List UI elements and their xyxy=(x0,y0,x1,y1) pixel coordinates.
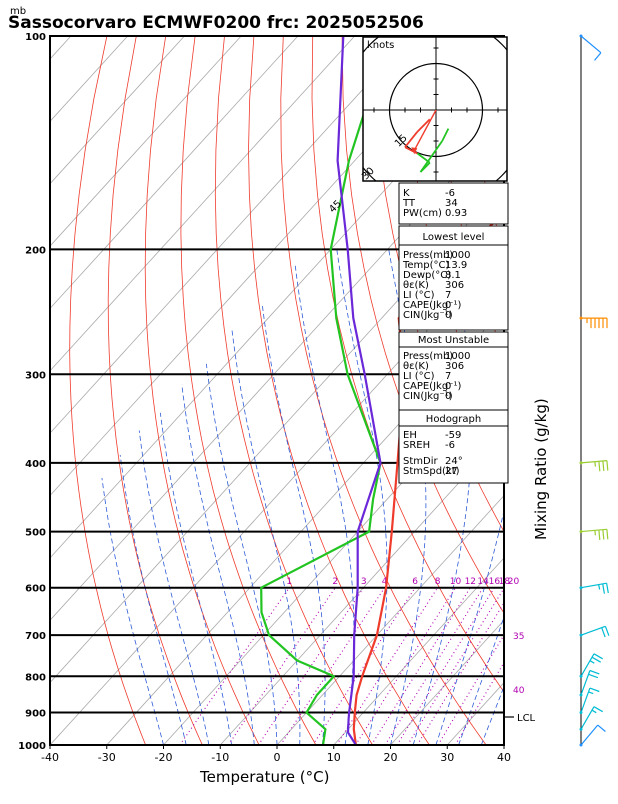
most-unstable-row-value: 0 xyxy=(445,391,451,402)
mixing-ratio-label: 20 xyxy=(508,577,520,587)
wind-barb-base xyxy=(580,530,583,533)
mixing-ratio-label: 3 xyxy=(361,577,367,587)
x-tick-label: -40 xyxy=(41,751,59,764)
mixing-ratio-label: 1 xyxy=(286,577,292,587)
lowest-level-header: Lowest level xyxy=(423,232,485,243)
y-tick-label: 800 xyxy=(25,672,46,683)
mixing-ratio-label: 6 xyxy=(412,577,418,587)
wind-barb-base xyxy=(580,693,583,696)
wind-barb-base xyxy=(580,634,583,637)
x-tick-label: 30 xyxy=(440,751,454,764)
hodograph-indices-header: Hodograph xyxy=(426,414,481,425)
wind-barb-base xyxy=(580,586,583,589)
y-tick-label: 400 xyxy=(25,459,46,470)
y-tick-label: 1000 xyxy=(18,741,46,752)
x-tick-label: 0 xyxy=(274,751,281,764)
y-tick-label: 700 xyxy=(25,631,46,642)
hodograph-index-row-value: 27 xyxy=(445,466,458,477)
wind-barb-base xyxy=(580,675,583,678)
mixing-ratio-label: 14 xyxy=(477,577,489,587)
x-tick-label: -20 xyxy=(155,751,173,764)
mixing-ratio-label: 2 xyxy=(332,577,338,587)
mixing-ratio-label: 8 xyxy=(435,577,441,587)
wind-barb-base xyxy=(580,744,583,747)
wind-barb-half-feather xyxy=(595,530,596,535)
y-tick-label: 900 xyxy=(25,709,46,720)
general-index-value: 0.93 xyxy=(445,208,467,219)
mixing-ratio-label: 12 xyxy=(465,577,476,587)
hodograph-frame xyxy=(363,37,507,181)
chart-title: Sassocorvaro ECMWF0200 frc: 2025052506 xyxy=(8,13,424,33)
x-axis-label: Temperature (°C) xyxy=(199,768,329,786)
x-tick-label: 20 xyxy=(384,751,398,764)
wind-barb-base xyxy=(580,711,583,714)
dry-adiabat-label: 35 xyxy=(513,632,524,642)
wind-barb-base xyxy=(580,461,583,464)
most-unstable-header: Most Unstable xyxy=(418,335,489,346)
x-tick-label: -10 xyxy=(211,751,229,764)
lowest-level-row-value: 0 xyxy=(445,310,451,321)
hodograph-index-row-value: -6 xyxy=(445,440,455,451)
wind-barb-base xyxy=(580,728,583,731)
mixing-ratio-label: 10 xyxy=(450,577,462,587)
hodograph-index-row-label: SREH xyxy=(403,440,430,451)
y-tick-label: 600 xyxy=(25,584,46,595)
y-tick-label: 300 xyxy=(25,370,46,381)
dry-adiabat-label: 40 xyxy=(513,686,525,696)
wind-barb-half-feather xyxy=(595,462,596,467)
y-tick-label: 200 xyxy=(25,245,46,256)
wind-barb-base xyxy=(580,317,583,320)
hodograph-unit-label: knots xyxy=(367,40,394,51)
y-tick-label: 500 xyxy=(25,528,46,539)
x-tick-label: 10 xyxy=(327,751,341,764)
mixing-ratio-axis-label: Mixing Ratio (g/kg) xyxy=(532,398,550,540)
lcl-label: LCL xyxy=(517,713,536,724)
wind-barb-base xyxy=(580,35,583,38)
x-tick-label: 40 xyxy=(497,751,511,764)
general-index-label: PW(cm) xyxy=(403,208,442,219)
x-tick-label: -30 xyxy=(98,751,116,764)
y-tick-label: 100 xyxy=(25,32,46,43)
